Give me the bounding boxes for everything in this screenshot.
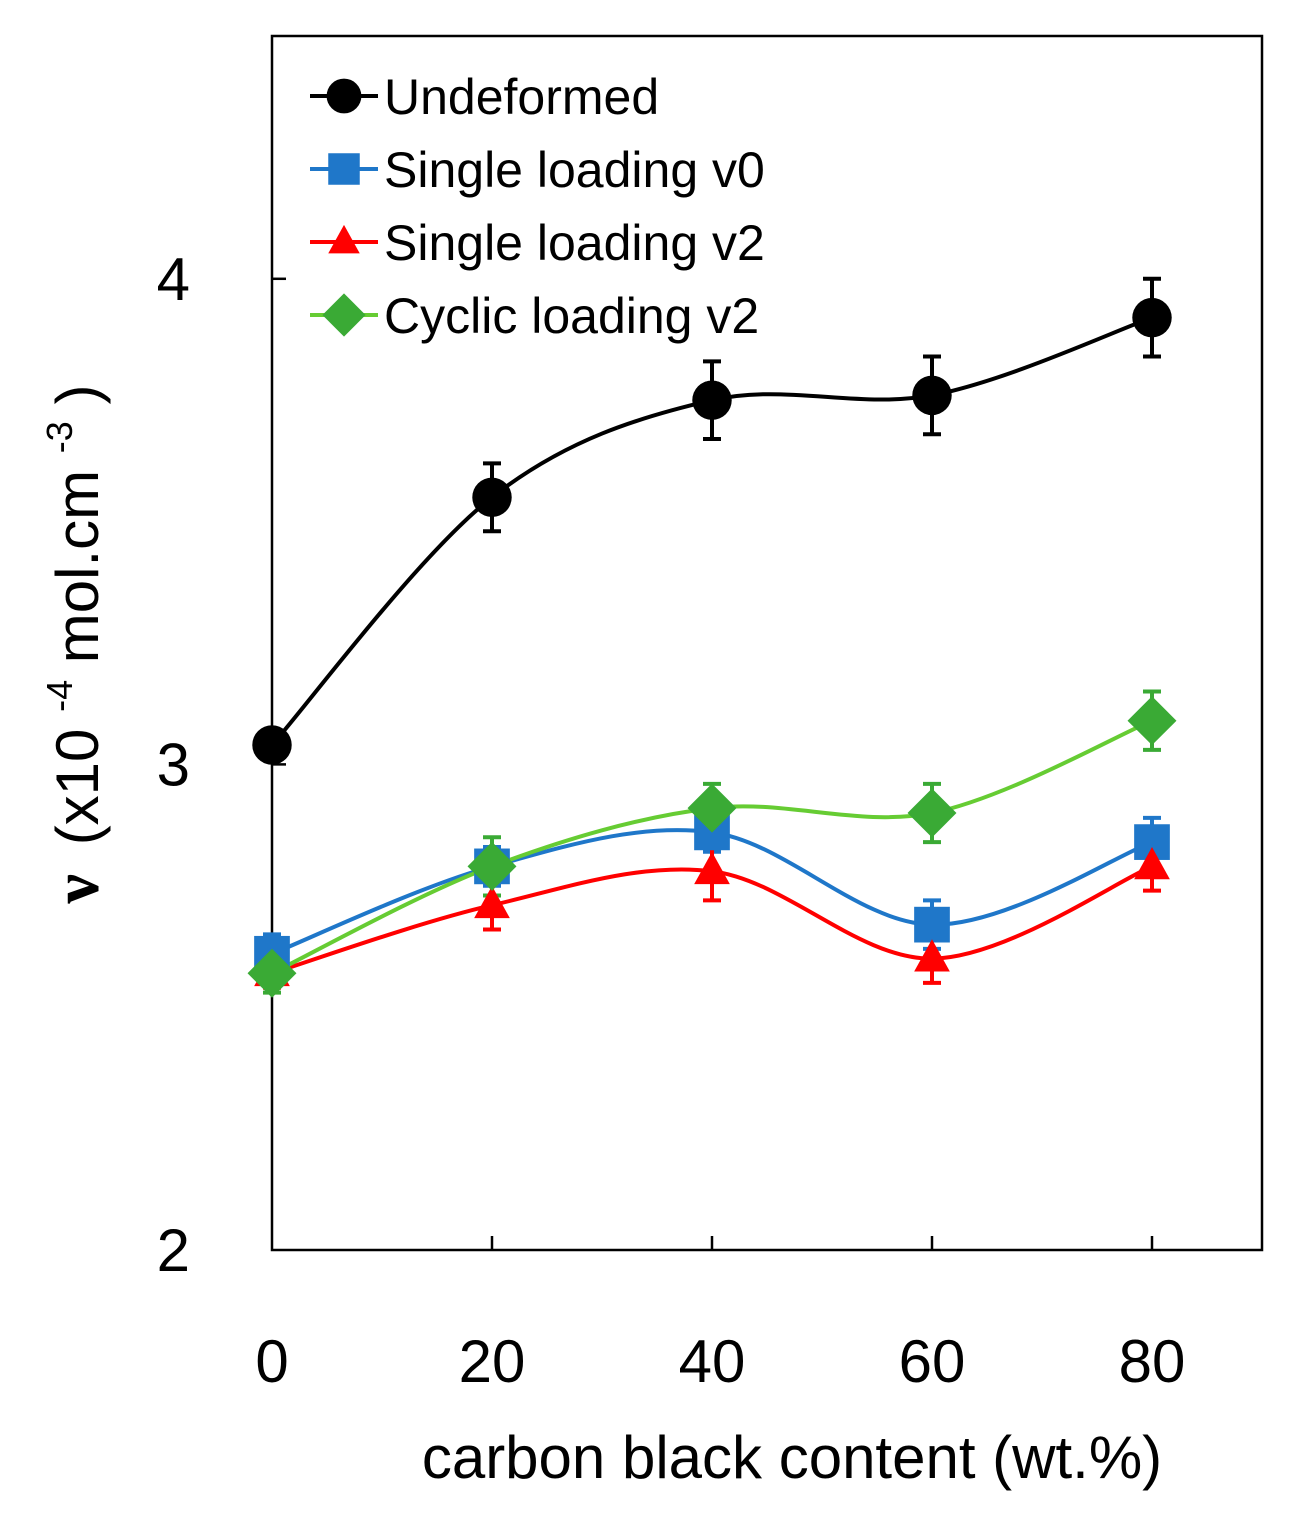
data-point-diamond [247, 948, 297, 998]
data-point-circle [1132, 297, 1172, 338]
data-point-diamond [467, 841, 517, 891]
legend-marker-circle [326, 78, 362, 114]
data-point-square [914, 906, 950, 943]
x-axis-ticks: 0 20 40 60 80 [255, 1236, 1185, 1395]
x-axis-title: carbon black content (wt.%) [422, 1424, 1162, 1491]
plot-frame [270, 34, 1264, 1252]
legend-label: Single loading v0 [384, 142, 765, 198]
data-point-circle [692, 380, 732, 420]
data-point-diamond [907, 788, 957, 838]
data-point-triangle [694, 851, 730, 885]
plot-area-border [270, 34, 1264, 1252]
data-point-circle [912, 375, 952, 416]
data-point-triangle [914, 939, 950, 972]
legend-label: Single loading v2 [384, 215, 765, 271]
legend-marker-diamond [322, 293, 366, 337]
y-tick-label: 3 [157, 731, 190, 798]
legend-label: Undeformed [384, 69, 659, 125]
y-axis-unit-prefix: (x10 [44, 729, 111, 846]
y-axis-ticks: 2 3 4 [157, 246, 286, 1284]
y-axis-symbol: ν [40, 874, 113, 905]
y-tick-label: 4 [157, 246, 190, 313]
y-axis-unit-suffix: ) [44, 385, 111, 405]
x-tick-label: 0 [255, 1328, 288, 1395]
y-axis-unit-exponent-2: -3 [39, 421, 80, 453]
x-tick-label: 20 [459, 1328, 526, 1395]
data-point-triangle [474, 885, 510, 919]
legend: Undeformed Single loading v0 Single loadin… [310, 69, 765, 344]
legend-label: Cyclic loading v2 [384, 288, 759, 344]
y-axis-unit-exponent: -4 [39, 680, 80, 712]
y-tick-label: 2 [157, 1217, 190, 1284]
data-point-circle [252, 725, 292, 765]
x-tick-label: 80 [1119, 1328, 1186, 1395]
y-axis-title: ν (x10 -4 mol.cm -3 ) [18, 385, 113, 905]
legend-marker-triangle [328, 224, 360, 254]
y-axis-unit-mid: mol.cm [44, 470, 111, 663]
data-point-diamond [1127, 696, 1177, 746]
series-markers [247, 297, 1177, 998]
legend-marker-square [328, 153, 360, 185]
data-point-triangle [1134, 846, 1170, 880]
data-point-diamond [687, 783, 737, 833]
x-tick-label: 60 [899, 1328, 966, 1395]
x-tick-label: 40 [679, 1328, 746, 1395]
data-point-circle [472, 477, 512, 518]
